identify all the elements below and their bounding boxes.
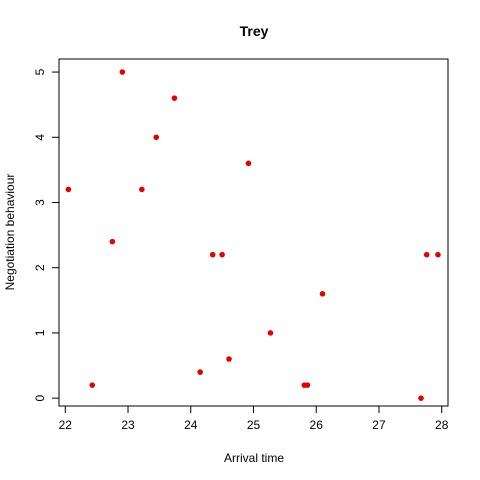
data-point bbox=[245, 160, 252, 167]
data-point bbox=[423, 251, 430, 258]
data-point bbox=[435, 251, 441, 258]
data-point bbox=[197, 369, 203, 375]
data-point bbox=[209, 251, 216, 258]
data-point bbox=[153, 134, 160, 141]
x-tick-label: 25 bbox=[247, 418, 261, 432]
data-point bbox=[418, 395, 424, 401]
data-point bbox=[119, 69, 126, 75]
y-axis-label: Negotiation behaviour bbox=[3, 174, 17, 291]
y-axis: 0 1 2 3 4 5 bbox=[33, 68, 60, 402]
data-point bbox=[65, 186, 72, 193]
x-tick-label: 28 bbox=[435, 418, 449, 432]
data-point bbox=[219, 251, 225, 258]
x-tick-label: 22 bbox=[59, 418, 73, 432]
data-point bbox=[89, 382, 96, 388]
y-tick-label: 3 bbox=[33, 199, 47, 206]
x-tick-label: 24 bbox=[184, 418, 198, 432]
x-tick-label: 26 bbox=[310, 418, 324, 432]
data-point bbox=[109, 238, 116, 245]
y-tick-label: 2 bbox=[33, 264, 47, 271]
data-point bbox=[139, 186, 145, 193]
y-tick-label: 4 bbox=[33, 134, 47, 141]
data-point bbox=[171, 95, 178, 101]
x-tick-label: 27 bbox=[372, 418, 386, 432]
data-point bbox=[319, 291, 326, 297]
y-tick-label: 0 bbox=[33, 395, 47, 402]
data-point bbox=[304, 382, 311, 388]
data-point bbox=[267, 330, 274, 336]
x-tick-label: 23 bbox=[121, 418, 135, 432]
x-axis-label: Arrival time bbox=[224, 451, 284, 465]
chart-title: Trey bbox=[240, 23, 269, 39]
y-tick-label: 1 bbox=[33, 329, 47, 336]
x-axis: 22 23 24 25 26 27 28 bbox=[59, 405, 449, 432]
data-point bbox=[226, 356, 232, 362]
data-points bbox=[65, 69, 441, 401]
y-tick-label: 5 bbox=[33, 68, 47, 75]
